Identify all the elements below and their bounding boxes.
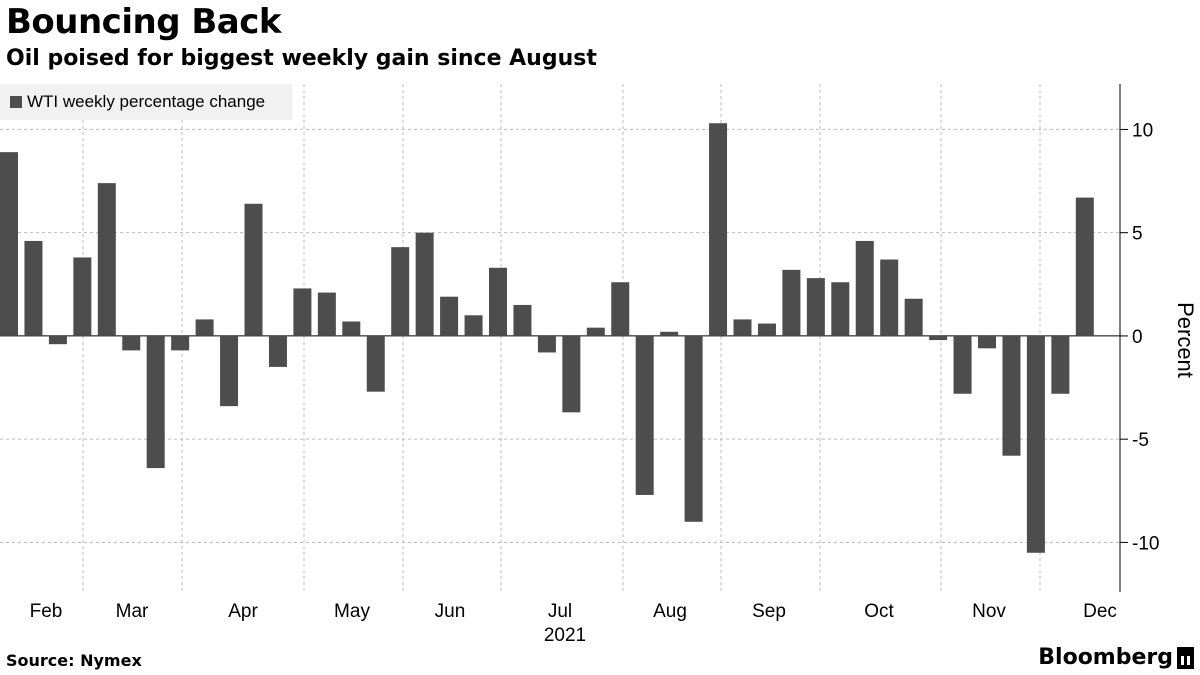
y-tick-label: -5: [1132, 430, 1149, 451]
x-tick-label: Oct: [864, 601, 894, 622]
bar: [391, 247, 410, 336]
bar: [1002, 335, 1021, 456]
bar: [733, 319, 752, 336]
bar: [709, 123, 728, 336]
y-tick-label: -10: [1132, 533, 1159, 554]
y-axis-label: Percent: [1173, 302, 1198, 378]
bar: [929, 335, 948, 341]
y-tick-label: 5: [1132, 224, 1143, 245]
bar: [978, 335, 996, 349]
x-tick-label: Jul: [548, 601, 572, 622]
x-tick-label: Jun: [435, 601, 466, 622]
y-tick-label: 0: [1132, 327, 1143, 348]
chart-subtitle: Oil poised for biggest weekly gain since…: [6, 46, 597, 71]
bar: [440, 296, 459, 336]
bar: [1026, 335, 1045, 553]
x-tick-label: Sep: [752, 601, 786, 622]
bar: [635, 335, 654, 495]
legend: WTI weekly percentage change: [0, 84, 292, 120]
bar: [317, 292, 336, 336]
brand-name: Bloomberg: [1038, 645, 1173, 670]
bar: [220, 335, 239, 407]
bar: [684, 335, 703, 522]
x-year-label: 2021: [544, 625, 586, 646]
bar: [953, 335, 972, 394]
bar: [586, 327, 605, 336]
bloomberg-chart-icon: [1177, 646, 1194, 669]
y-tick-label: 10: [1132, 120, 1153, 141]
source-note: Source: Nymex: [6, 651, 142, 670]
bar: [268, 335, 287, 367]
bar: [660, 331, 679, 336]
x-tick-label: Aug: [653, 601, 687, 622]
bar: [489, 267, 507, 336]
legend-label: WTI weekly percentage change: [27, 92, 266, 111]
bar: [73, 257, 92, 336]
bar: [611, 282, 630, 336]
bar: [855, 240, 874, 336]
chart-title: Bouncing Back: [6, 2, 282, 42]
bar: [806, 278, 825, 336]
bar: [562, 335, 581, 413]
bar: [244, 203, 263, 336]
bar: [342, 321, 361, 336]
x-tick-label: Nov: [972, 601, 1006, 622]
bar: [415, 232, 434, 336]
bar: [48, 335, 67, 345]
bar: [97, 183, 116, 336]
x-tick-label: Mar: [116, 601, 149, 622]
bar: [1051, 335, 1070, 394]
x-tick-label: May: [334, 601, 370, 622]
bar: [831, 282, 850, 336]
bar: [122, 335, 141, 351]
bar: [171, 335, 190, 351]
bar: [366, 335, 385, 392]
x-tick-label: Apr: [228, 601, 258, 622]
bar: [513, 304, 532, 336]
bar: [782, 269, 801, 336]
bar: [293, 288, 312, 336]
bar: [146, 335, 165, 469]
x-tick-label: Dec: [1083, 601, 1117, 622]
bar: [1075, 197, 1094, 336]
bar: [195, 319, 214, 336]
bar: [880, 259, 899, 336]
bar: [904, 298, 923, 336]
bloomberg-logo: Bloomberg: [1038, 645, 1194, 670]
bar: [0, 152, 18, 336]
bar: [537, 335, 556, 353]
bar: [757, 323, 776, 336]
legend-swatch: [10, 96, 22, 108]
bar: [24, 240, 43, 336]
x-tick-label: Feb: [30, 601, 63, 622]
bar: [464, 315, 483, 336]
